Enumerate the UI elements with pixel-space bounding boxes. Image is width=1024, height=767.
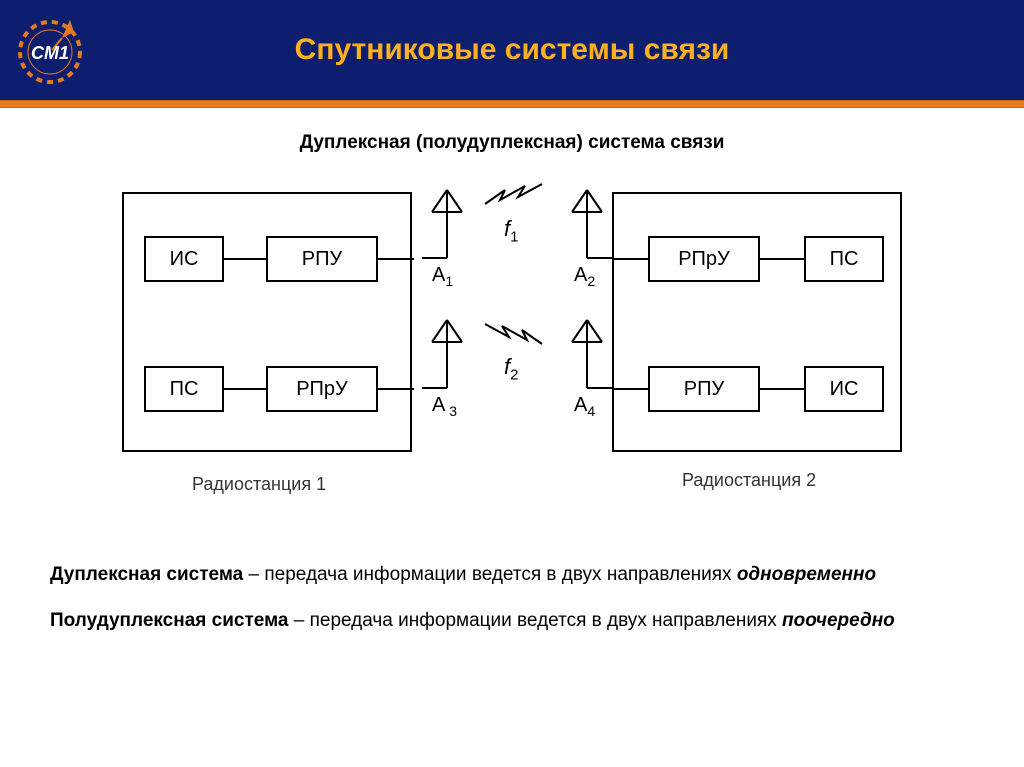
block-is-right: ИС <box>804 366 884 412</box>
label-a3: A 3 <box>432 394 457 419</box>
label-a1: A1 <box>432 264 453 289</box>
svg-text:СМ1: СМ1 <box>31 43 69 63</box>
connector <box>612 388 648 390</box>
connector <box>224 388 266 390</box>
block-ps-left: ПС <box>144 366 224 412</box>
connector <box>760 388 804 390</box>
connector <box>612 258 648 260</box>
label-a2: A2 <box>574 264 595 289</box>
connector <box>760 258 804 260</box>
definitions-area: Дуплексная система – передача информации… <box>0 502 1024 633</box>
duplex-diagram: ИС РПУ ПС РПрУ РПрУ ПС РПУ ИС <box>82 182 942 502</box>
label-f1: f1 <box>504 216 518 245</box>
logo: СМ1 <box>12 12 88 88</box>
page-title: Спутниковые системы связи <box>295 33 730 67</box>
block-rpru-left: РПрУ <box>266 366 378 412</box>
block-is-left: ИС <box>144 236 224 282</box>
antenna-a4 <box>562 312 612 392</box>
content-area: Дуплексная (полудуплексная) система связ… <box>0 108 1024 502</box>
connector <box>224 258 266 260</box>
block-rpu-left: РПУ <box>266 236 378 282</box>
caption-station-2: Радиостанция 2 <box>682 470 816 491</box>
signal-f1 <box>480 182 550 212</box>
station-1-frame: ИС РПУ ПС РПрУ <box>122 192 412 452</box>
caption-station-1: Радиостанция 1 <box>192 474 326 495</box>
signal-f2 <box>480 322 550 352</box>
antenna-a1 <box>422 182 472 262</box>
antenna-a2 <box>562 182 612 262</box>
label-a4: A4 <box>574 394 595 419</box>
label-f2: f2 <box>504 354 518 383</box>
block-rpru-right: РПрУ <box>648 236 760 282</box>
diagram-subtitle: Дуплексная (полудуплексная) система связ… <box>50 132 974 154</box>
definition-halfduplex: Полудуплексная система – передача информ… <box>50 608 974 634</box>
header-divider <box>0 100 1024 108</box>
connector <box>378 388 414 390</box>
definition-duplex: Дуплексная система – передача информации… <box>50 562 974 588</box>
station-2-frame: РПрУ ПС РПУ ИС <box>612 192 902 452</box>
connector <box>378 258 414 260</box>
block-rpu-right: РПУ <box>648 366 760 412</box>
block-ps-right: ПС <box>804 236 884 282</box>
antenna-a3 <box>422 312 472 392</box>
page-header: СМ1 Спутниковые системы связи <box>0 0 1024 100</box>
